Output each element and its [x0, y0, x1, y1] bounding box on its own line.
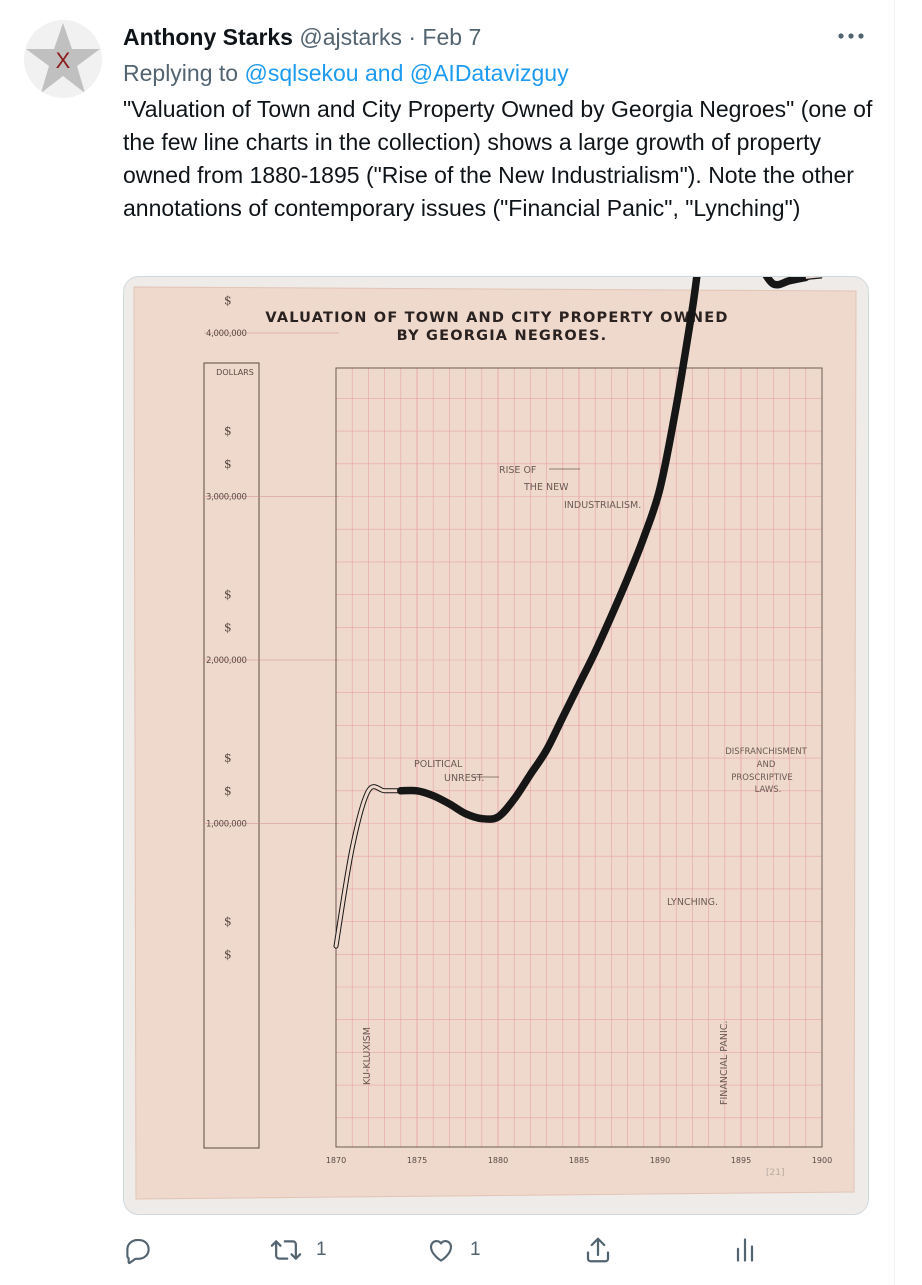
series-line — [397, 277, 810, 823]
dollar-sign: $ — [224, 751, 232, 765]
dollar-signs: $$$$$$$$$$ — [224, 293, 232, 961]
x-axis-ticks: 1870 1875 1880 1885 1890 1895 1900 — [326, 1156, 832, 1165]
dollars-label: DOLLARS — [216, 368, 254, 377]
like-button[interactable]: 1 — [426, 1228, 481, 1272]
retweet-icon — [270, 1240, 302, 1260]
dollar-sign: $ — [224, 620, 232, 634]
annotation-rise-3: INDUSTRIALISM. — [564, 500, 641, 511]
share-icon — [586, 1237, 610, 1263]
heart-icon — [429, 1239, 453, 1262]
series-line-inner — [334, 785, 403, 948]
reply-mentions-link[interactable]: @sqlsekou and @AIDatavizguy — [244, 60, 569, 86]
tweet-header: Anthony Starks @ajstarks · Feb 7 — [123, 22, 481, 52]
annotation-rise-2: THE NEW — [523, 482, 569, 493]
author-handle[interactable]: @ajstarks — [299, 24, 402, 50]
y-tick-label: 4,000,000 — [206, 329, 247, 339]
chart-title-line2: BY GEORGIA NEGROES. — [397, 328, 608, 344]
retweet-button[interactable]: 1 — [270, 1228, 327, 1272]
x-tick-label: 1880 — [488, 1156, 508, 1165]
replying-to: Replying to @sqlsekou and @AIDatavizguy — [123, 58, 569, 88]
x-tick-label: 1870 — [326, 1156, 346, 1165]
annotation-political-1: POLITICAL — [414, 759, 463, 770]
x-tick-label: 1875 — [407, 1156, 427, 1165]
star-avatar-icon: X — [26, 23, 100, 93]
y-tick-label: 3,000,000 — [206, 493, 247, 503]
annotation-lynching: LYNCHING. — [667, 897, 718, 908]
tweet-actions: 1 1 — [0, 1228, 922, 1272]
reply-button[interactable] — [123, 1228, 153, 1272]
dollar-sign: $ — [224, 293, 232, 307]
dollar-sign: $ — [224, 915, 232, 929]
annotation-disfr-3: PROSCRIPTIVE — [731, 773, 792, 783]
avatar[interactable]: X — [24, 20, 102, 98]
tweet-media-image[interactable]: VALUATION OF TOWN AND CITY PROPERTY OWNE… — [123, 276, 869, 1215]
column-border — [894, 0, 895, 1285]
tweet-date[interactable]: Feb 7 — [422, 24, 482, 50]
dollar-column — [203, 362, 260, 1149]
share-button[interactable] — [583, 1228, 613, 1272]
like-count: 1 — [470, 1239, 481, 1260]
reply-icon — [126, 1238, 150, 1265]
series-property-value — [333, 277, 823, 949]
analytics-button[interactable] — [731, 1228, 759, 1272]
annotation-panic: FINANCIAL PANIC. — [719, 1021, 730, 1105]
y-axis-ticks: 4,000,000 3,000,000 2,000,000 1,000,000 — [204, 329, 339, 830]
more-button[interactable] — [836, 26, 866, 46]
x-tick-label: 1885 — [569, 1156, 589, 1165]
y-tick-label: 2,000,000 — [206, 656, 247, 666]
x-tick-label: 1895 — [731, 1156, 751, 1165]
signature-mark: [21] — [766, 1168, 784, 1178]
retweet-count: 1 — [316, 1239, 327, 1260]
paper-sheet — [133, 286, 857, 1200]
x-tick-label: 1900 — [812, 1156, 832, 1165]
dollar-sign: $ — [224, 588, 232, 602]
annotation-disfr-2: AND — [757, 760, 776, 770]
y-tick-label: 1,000,000 — [206, 820, 247, 830]
chart: VALUATION OF TOWN AND CITY PROPERTY OWNE… — [124, 277, 868, 1214]
avatar-letter: X — [56, 48, 71, 73]
analytics-icon — [736, 1238, 754, 1262]
tweet-text: "Valuation of Town and City Property Own… — [123, 96, 879, 221]
dollar-sign: $ — [224, 947, 232, 961]
annotation-kkk: KU-KLUXISM — [362, 1027, 373, 1085]
annotation-disfr-4: LAWS. — [755, 785, 782, 795]
dollar-sign: $ — [224, 784, 232, 798]
annotation-political-2: UNREST. — [444, 773, 484, 784]
plot-border — [335, 367, 823, 1148]
chart-title-line1: VALUATION OF TOWN AND CITY PROPERTY OWNE… — [265, 310, 728, 326]
author-name[interactable]: Anthony Starks — [123, 24, 293, 50]
dollar-sign: $ — [224, 424, 232, 438]
x-tick-label: 1890 — [650, 1156, 670, 1165]
more-horizontal-icon — [838, 33, 864, 39]
dollar-sign: $ — [224, 457, 232, 471]
separator: · — [408, 24, 417, 50]
annotation-rise-1: RISE OF — [499, 465, 536, 476]
annotation-disfr-1: DISFRANCHISMENT — [725, 747, 807, 757]
replying-prefix: Replying to — [123, 60, 239, 86]
